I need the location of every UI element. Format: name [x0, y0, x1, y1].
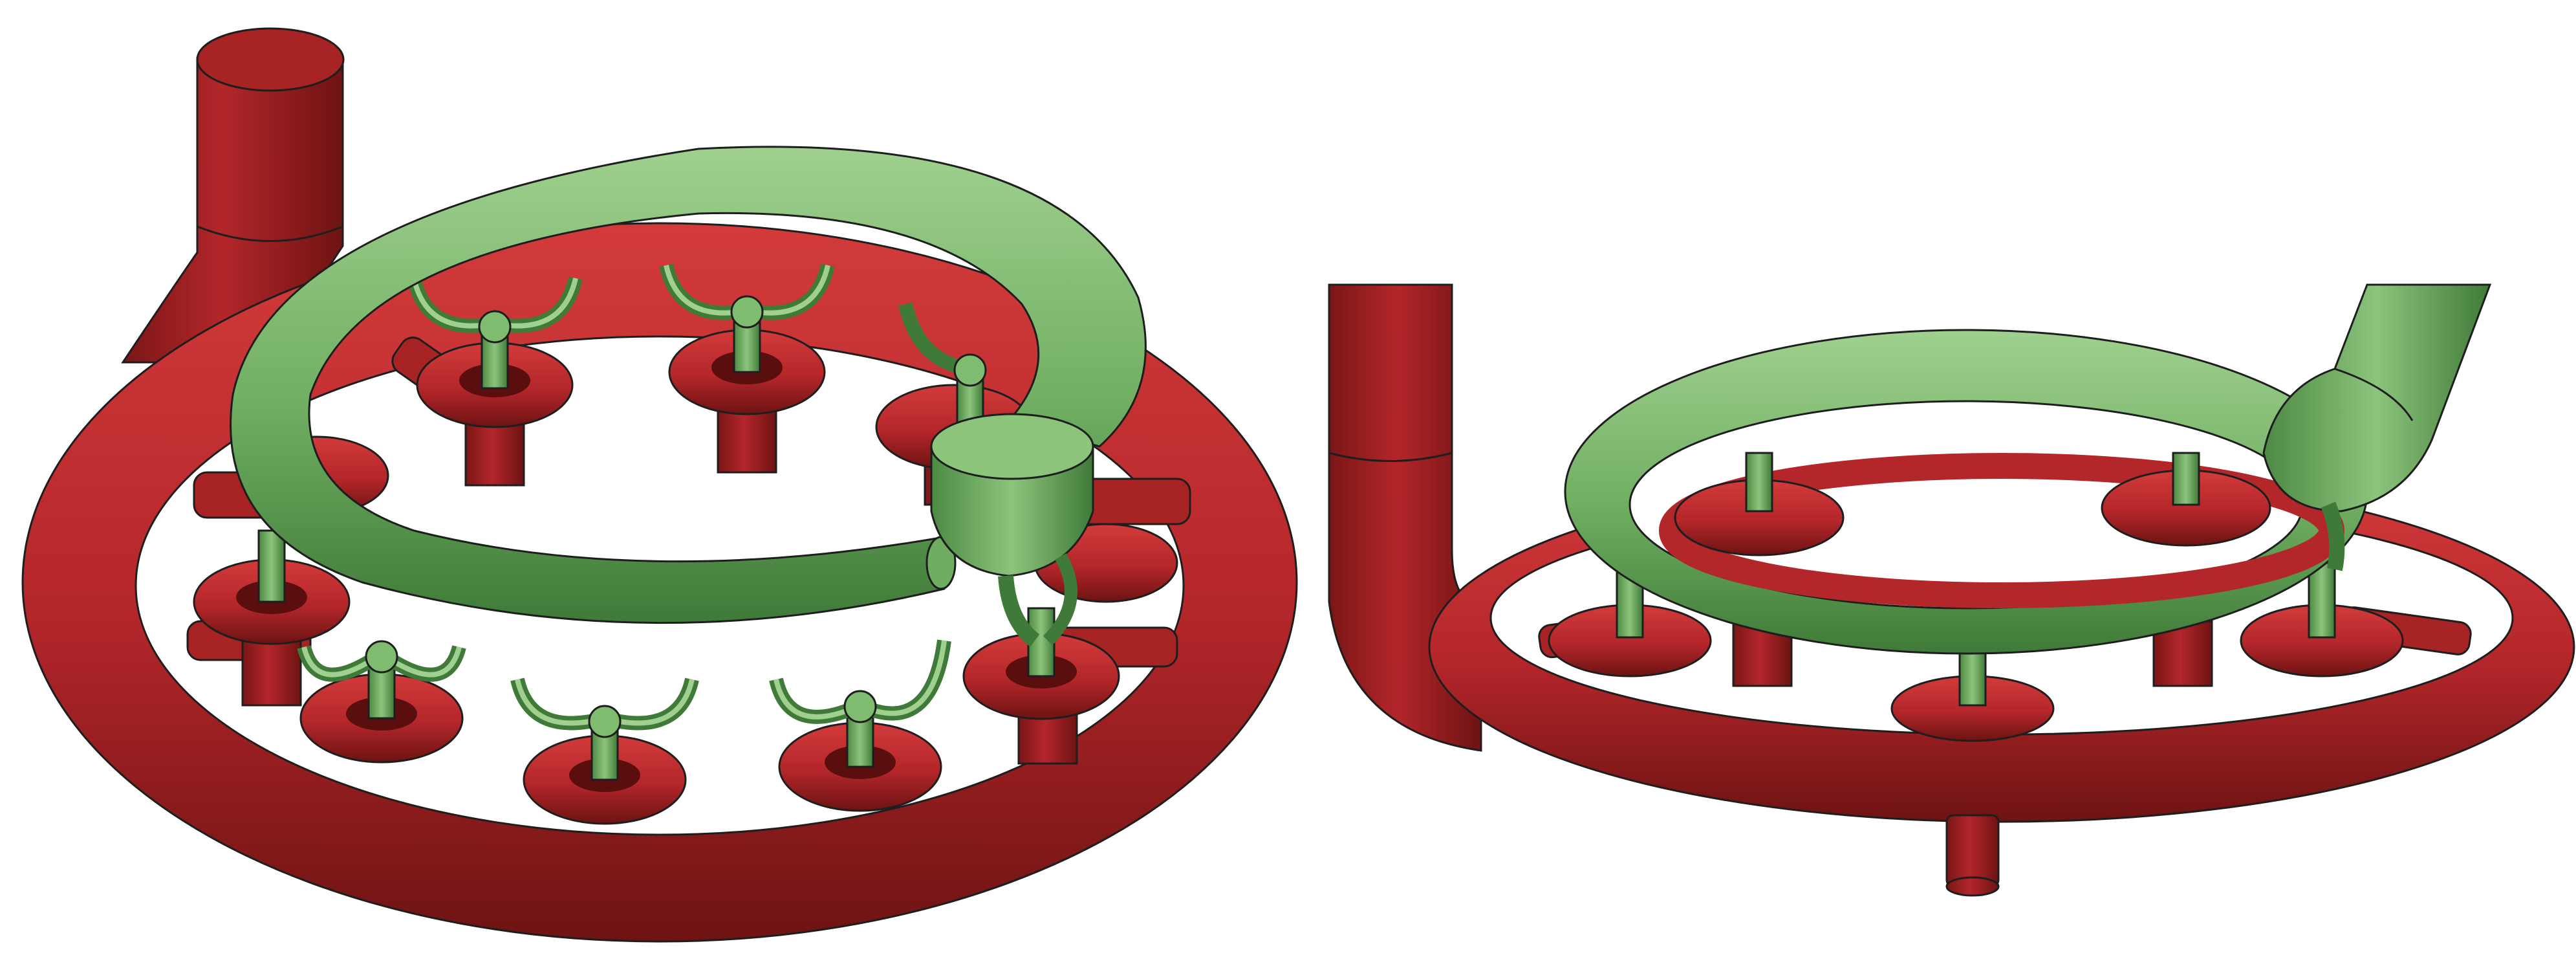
green-ball-joints — [365, 295, 987, 738]
right-panel — [1328, 283, 2575, 897]
green-conical-feeder — [930, 413, 1094, 647]
left-panel — [21, 27, 1298, 943]
green-inlet-elbow — [2262, 283, 2492, 571]
green-upper-ring-side — [1564, 329, 2368, 655]
green-upper-ring — [230, 146, 1147, 624]
